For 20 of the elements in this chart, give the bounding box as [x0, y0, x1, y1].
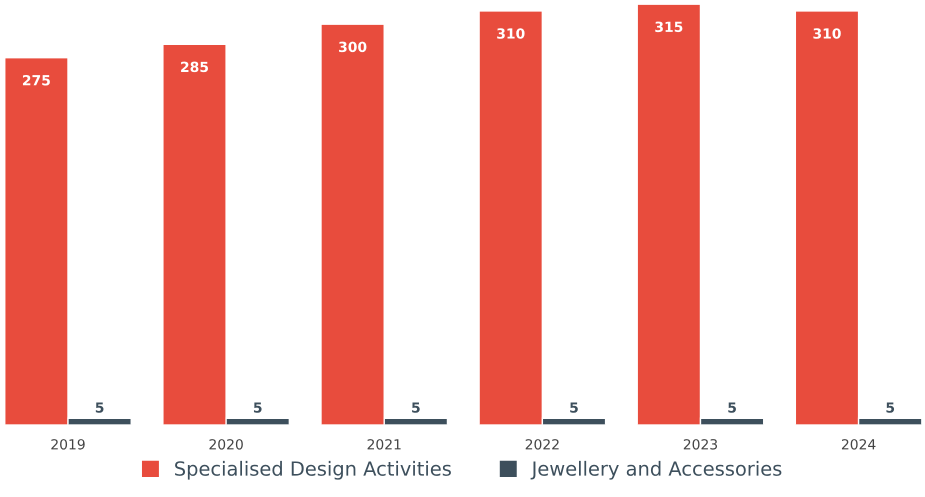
- data-label: 310: [497, 28, 525, 39]
- data-label: 5: [570, 402, 578, 413]
- data-label: 275: [22, 74, 50, 86]
- legend-label: Specialised Design Activities: [175, 460, 451, 480]
- data-label: 5: [96, 402, 104, 413]
- data-label: 310: [813, 28, 841, 39]
- x-tick-label: 2023: [684, 439, 718, 450]
- data-label: 5: [728, 402, 736, 413]
- x-tick-label: 2021: [368, 439, 401, 450]
- x-tick-label: 2020: [209, 439, 243, 450]
- data-label: 300: [339, 42, 366, 52]
- data-label: 5: [254, 402, 262, 413]
- legend-label: Jewellery and Accessories: [530, 460, 782, 480]
- x-tick-label: 2024: [842, 439, 876, 450]
- x-tick-label: 2019: [51, 439, 85, 450]
- data-label: 285: [181, 62, 208, 72]
- data-label: 5: [412, 402, 420, 413]
- data-label: 5: [886, 402, 894, 413]
- data-label: 315: [655, 22, 682, 32]
- x-tick-label: 2022: [526, 439, 559, 450]
